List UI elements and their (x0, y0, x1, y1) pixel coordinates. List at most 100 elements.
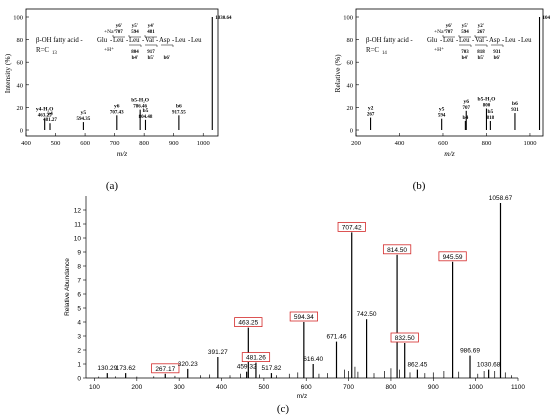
panel-a-peak-mz-label: 707.43 (110, 110, 124, 115)
panel-a-bottom-ion: b6' (164, 56, 171, 61)
panel-c-peak-label-box (234, 317, 263, 328)
panel-c-peak-label: 267.17 (155, 366, 175, 373)
panel-b-ytick-label: 0 (350, 128, 353, 135)
panel-c-ytick-label: 6 (77, 292, 81, 299)
panel-b-top-ion: y5' (462, 24, 469, 29)
panel-c-xtick-label: 600 (301, 384, 312, 391)
panel-c-peak-label-box (390, 332, 419, 343)
panel-b-residue: Leu (459, 37, 470, 44)
panel-c-ytick-label: 0 (77, 376, 81, 383)
panel-b-ytick-label: 80 (347, 37, 354, 44)
panel-c-xtick-label: 300 (174, 384, 185, 391)
panel-b-residue-sep: - (518, 37, 521, 44)
panel-b-ytick-label: 100 (343, 15, 353, 22)
panel-c-peak-label: 1058.67 (489, 195, 513, 202)
panel-c-peak-label-box (438, 251, 467, 262)
panel-a-peak-ion-label: y5 (81, 110, 87, 116)
panel-c-peak-label: 742.50 (357, 311, 377, 318)
panel-a-bottom-bracket (161, 44, 174, 47)
panel-b-peak-mz-label: 267 (367, 113, 375, 118)
panel-b-bottom-bracket (475, 44, 488, 47)
panel-a-xtick-label: 500 (51, 140, 61, 147)
panel-b-peak-mz-label: 1044 (543, 16, 550, 21)
panel-b-peak-mz-label: 594 (438, 114, 446, 119)
panel-c-peak-label: 130.29 (97, 365, 117, 372)
panel-b-xtick-label: 1000 (523, 140, 536, 147)
panel-c-peak-label: 671.46 (327, 334, 347, 341)
panel-c-peak-label-box (289, 311, 318, 322)
panel-a-top-ion-mz: 707 (115, 30, 123, 35)
panel-b-bottom-ion: b5' (478, 56, 485, 61)
panel-b-residue: Leu (505, 37, 516, 44)
panel-a-peak-mz-label: 481.27 (43, 118, 57, 123)
panel-b-peak-mz-label: 818 (487, 116, 495, 121)
panel-b-residue: Glu (427, 37, 438, 44)
panel-a-top-bracket (128, 35, 141, 38)
panel-b-peak-mz-label: 931 (511, 108, 519, 113)
panel-c-ytick-label: 3 (77, 334, 81, 341)
panel-c-peak-label: 707.42 (342, 224, 362, 231)
panel-b-h-label: +H⁺ (434, 46, 444, 53)
panel-c-peak-label: 391.27 (208, 349, 228, 356)
panel-c-peak-label-box (241, 352, 271, 363)
panel-b-residue-sep: - (472, 37, 475, 44)
panel-a-peak-ion-label: b6 (176, 103, 182, 109)
panel-b-xtick-label: 200 (351, 140, 361, 147)
panel-c-ytick-label: 5 (77, 306, 81, 313)
panel-a-residue-sep: - (188, 37, 191, 44)
panel-c-xtick-label: 700 (343, 384, 354, 391)
panel-a-residue: Glu (97, 37, 108, 44)
panel-a-peak-mz-label: 917.55 (172, 110, 186, 115)
panel-c-peak-label: 1030.68 (477, 362, 501, 369)
panel-c-xtick-label: 400 (216, 384, 227, 391)
panel-b-ylabel: Relative (%) (333, 54, 342, 93)
panel-b-peak-ion-label: y2 (368, 106, 374, 112)
panel-a-bottom-ion: b4' (132, 56, 139, 61)
panel-a-residue: Leu (129, 37, 140, 44)
panel-a-bottom-ion-mz: 804 (131, 50, 139, 55)
panel-a-xtick-label: 600 (80, 140, 90, 147)
panel-b-residue-sep: - (502, 37, 505, 44)
panel-c-xtick-label: 800 (386, 384, 397, 391)
panel-a-top-ion: y5' (132, 24, 139, 29)
panel-a-peak-ion-label: y6 (114, 103, 120, 109)
panel-a-ytick-label: 0 (20, 128, 23, 135)
panel-b-residue: Leu (443, 37, 454, 44)
panel-a-bottom-bracket (145, 44, 158, 47)
panel-a-xtick-label: 900 (169, 140, 179, 147)
panel-b-peak-ion-label: y5 (439, 107, 445, 113)
panel-a-residue: Leu (191, 37, 202, 44)
panel-b-bottom-ion: b6' (494, 56, 501, 61)
panel-b-bottom-bracket (491, 44, 504, 47)
panel-b-xlabel: m/z (444, 149, 455, 158)
panel-a-bottom-ion: b5' (148, 56, 155, 61)
panel-c-xtick-label: 100 (89, 384, 100, 391)
panel-c-peak-label: 832.50 (395, 335, 415, 342)
panel-c-peak-label: 173.62 (116, 365, 136, 372)
panel-b-structure-prefix: β-OH fatty acid - (366, 37, 413, 44)
panel-a-residue-sep: - (172, 37, 175, 44)
panel-b-residue-sep: - (456, 37, 459, 44)
panel-a-xtick-label: 700 (110, 140, 120, 147)
panel-a-ytick-label: 80 (17, 37, 24, 44)
panel-a-residue: Leu (175, 37, 186, 44)
panel-b-ytick-label: 20 (347, 105, 354, 112)
panel-b-peak-mz-label: 800 (483, 104, 491, 109)
panel-a-peak-ion-label: b5 (143, 108, 149, 114)
panel-c-xtick-label: 1100 (511, 384, 525, 391)
panel-a-xtick-label: 800 (139, 140, 149, 147)
panel-a-peak-mz-label: 804.48 (139, 115, 153, 120)
panel-c-caption: (c) (277, 403, 290, 415)
panel-a-xlabel: m/z (117, 149, 128, 158)
panel-a-residue: Leu (113, 37, 124, 44)
panel-b-bottom-ion-mz: 931 (493, 50, 501, 55)
panel-a-top-ion-mz: 594 (131, 30, 139, 35)
panel-a-bottom-ion-mz: 917 (147, 50, 155, 55)
panel-a-ytick-label: 100 (13, 15, 23, 22)
panel-c-xtick-label: 900 (428, 384, 439, 391)
panel-c-peak-label: 481.26 (246, 355, 266, 362)
panel-b-peak-ion-label: b6 (512, 101, 518, 107)
panel-a-ytick-label: 40 (17, 82, 24, 89)
panel-c-xtick-label: 500 (258, 384, 269, 391)
